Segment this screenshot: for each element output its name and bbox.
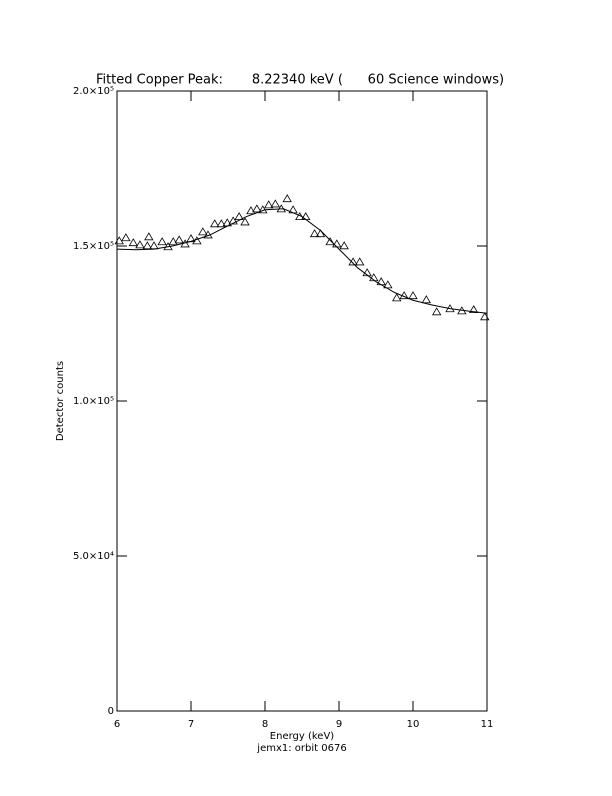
fit-line [116, 208, 488, 314]
data-point [216, 219, 227, 228]
data-point [209, 219, 220, 228]
data-point [421, 295, 432, 304]
y-axis-label: Detector counts [55, 361, 66, 441]
x-tick-label: 9 [336, 719, 342, 730]
x-axis-label: Energy (keV) [270, 731, 335, 742]
data-point [168, 237, 178, 246]
data-point [309, 229, 320, 238]
data-point [315, 229, 326, 238]
x-tick-label: 7 [188, 719, 194, 730]
data-point [174, 235, 184, 244]
data-point [369, 273, 379, 282]
data-point [252, 204, 262, 213]
data-point [270, 199, 281, 208]
x-tick-label: 8 [262, 719, 268, 730]
data-point [325, 237, 335, 246]
plot-frame [116, 90, 488, 712]
data-point [144, 232, 154, 241]
data-point [408, 291, 418, 300]
data-point [246, 206, 256, 215]
data-point [376, 277, 386, 286]
x-tick-label: 11 [481, 719, 494, 730]
y-tick-label: 1.5×10⁵ [73, 241, 114, 252]
x-tick-label: 10 [407, 719, 420, 730]
data-point [383, 280, 393, 289]
data-point [355, 257, 365, 266]
data-point [362, 268, 372, 277]
data-point [392, 293, 402, 302]
data-point [157, 237, 167, 246]
data-point [198, 227, 208, 236]
x-tick-label: 6 [114, 719, 120, 730]
data-point [339, 241, 349, 250]
data-point [121, 233, 131, 242]
y-tick-label: 2.0×10⁵ [73, 86, 114, 97]
data-point [468, 305, 479, 314]
data-point [264, 200, 274, 209]
data-point [234, 212, 244, 221]
data-point [228, 216, 238, 225]
data-point [480, 312, 490, 321]
y-tick-label: 1.0×10⁵ [73, 396, 114, 407]
data-point [142, 241, 153, 250]
y-tick-label: 0 [108, 706, 114, 717]
chart-title: Fitted Copper Peak: 8.22340 keV ( 60 Sci… [96, 73, 504, 88]
data-point [128, 238, 138, 247]
data-point [282, 194, 292, 203]
data-point [240, 217, 250, 226]
data-point [114, 236, 124, 245]
footer: jemx1: orbit 0676 [256, 743, 346, 754]
data-point [135, 240, 145, 249]
y-tick-label: 5.0×10⁴ [73, 551, 114, 562]
data-point [431, 307, 442, 316]
